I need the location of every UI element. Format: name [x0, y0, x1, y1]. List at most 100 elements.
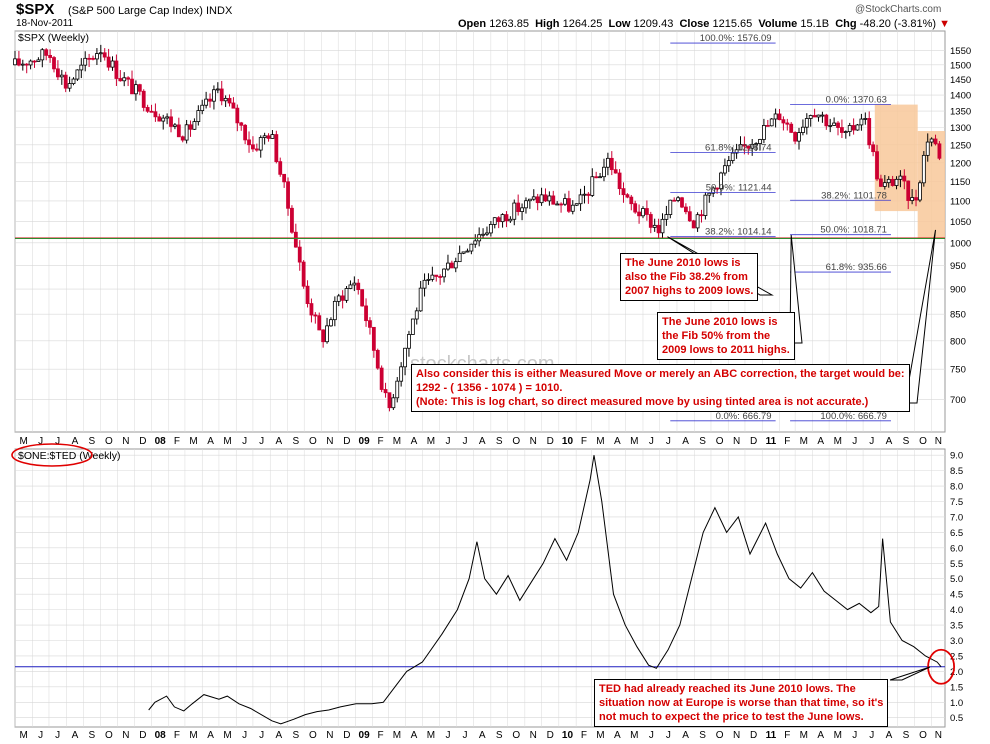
candle-body: [551, 195, 556, 205]
candle-body: [863, 118, 868, 120]
candle-body: [758, 139, 762, 145]
x-tick-label: N: [733, 436, 740, 447]
candle-body: [371, 326, 376, 351]
candle-body: [332, 300, 337, 321]
candle-body: [173, 124, 177, 127]
candle-body: [426, 278, 431, 281]
candle-body: [149, 110, 154, 113]
candle-body: [418, 287, 423, 312]
x-tick-label: J: [869, 730, 874, 741]
x-tick-label: S: [496, 730, 503, 741]
x-tick-label: M: [630, 730, 638, 741]
candle-body: [559, 203, 563, 206]
x-tick-label: 11: [766, 436, 777, 447]
candle-body: [126, 77, 131, 80]
candle-body: [219, 88, 224, 102]
candle-body: [297, 246, 302, 263]
candle-body: [344, 288, 349, 301]
candle-body: [313, 314, 318, 317]
candle-body: [582, 193, 587, 196]
candle-body: [106, 56, 111, 68]
ted-tick-label: 2.5: [950, 651, 963, 662]
price-tick-label: 800: [950, 336, 966, 347]
candle-body: [137, 84, 142, 92]
candle-body: [403, 347, 407, 368]
x-tick-label: F: [784, 730, 790, 741]
candle-body: [843, 131, 848, 133]
x-tick-label: J: [462, 730, 467, 741]
x-tick-label: N: [326, 436, 333, 447]
chart-name: (S&P 500 Large Cap Index) INDX: [68, 5, 233, 17]
x-tick-label: D: [750, 436, 757, 447]
x-tick-label: J: [38, 730, 43, 741]
candle-body: [648, 214, 653, 228]
ted-tick-label: 4.0: [950, 605, 963, 616]
candle-body: [890, 178, 895, 186]
price-tick-label: 1250: [950, 140, 971, 151]
candle-body: [309, 303, 314, 316]
candle-body: [691, 220, 696, 229]
price-tick-label: 1100: [950, 196, 970, 207]
price-tick-label: 1350: [950, 107, 971, 118]
candle-body: [340, 295, 345, 301]
x-tick-label: O: [309, 436, 317, 447]
x-tick-label: M: [189, 436, 197, 447]
candle-body: [605, 157, 610, 168]
candle-body: [391, 397, 396, 409]
candle-body: [446, 262, 450, 270]
candle-body: [83, 57, 88, 66]
ted-current-circle: [927, 648, 955, 685]
candle-body: [765, 125, 770, 127]
candle-body: [317, 315, 322, 331]
candle-body: [118, 78, 123, 82]
ted-tick-label: 8.5: [950, 466, 963, 477]
candle-body: [820, 114, 825, 117]
candle-body: [102, 52, 107, 58]
candle-body: [395, 380, 400, 399]
ted-tick-label: 4.5: [950, 590, 963, 601]
candle-body: [886, 178, 891, 184]
candle-body: [879, 178, 883, 187]
candle-body: [161, 117, 166, 122]
x-tick-label: J: [649, 436, 654, 447]
candle-body: [851, 125, 856, 131]
x-tick-label: O: [919, 730, 927, 741]
candle-body: [637, 211, 641, 217]
x-tick-label: J: [55, 436, 60, 447]
candle-body: [114, 60, 119, 79]
candle-body: [247, 139, 251, 146]
candle-body: [130, 78, 134, 95]
candle-body: [695, 214, 700, 229]
candle-body: [875, 151, 879, 180]
price-tick-label: 1000: [950, 238, 971, 249]
candle-body: [730, 152, 735, 161]
candle-body: [87, 57, 92, 60]
x-tick-label: S: [699, 436, 706, 447]
chart-symbol: $SPX: [16, 1, 55, 18]
brand-label: @StockCharts.com: [855, 4, 942, 15]
candle-body: [746, 145, 751, 149]
chart-date: 18-Nov-2011: [16, 18, 74, 29]
ted-tick-label: 8.0: [950, 482, 963, 493]
candle-body: [329, 319, 333, 327]
x-tick-label: O: [309, 730, 317, 741]
candle-body: [17, 58, 21, 66]
fib-label: 100.0%: 1576.09: [700, 33, 772, 44]
x-tick-label: D: [750, 730, 757, 741]
candle-body: [547, 195, 552, 202]
candle-body: [266, 135, 271, 139]
candle-body: [204, 98, 209, 106]
candle-body: [430, 274, 435, 280]
annotation-june-2010-fib382: The June 2010 lows is also the Fib 38.2% …: [620, 253, 759, 301]
candle-body: [32, 60, 37, 63]
ted-tick-label: 3.5: [950, 621, 963, 632]
x-tick-label: A: [682, 436, 689, 447]
candle-body: [680, 197, 684, 208]
x-tick-label: O: [512, 436, 520, 447]
candle-body: [176, 124, 181, 138]
candle-body: [453, 261, 458, 269]
candle-body: [414, 310, 419, 320]
candle-body: [184, 124, 189, 141]
candle-body: [598, 176, 602, 179]
ted-tick-label: 5.0: [950, 574, 963, 585]
